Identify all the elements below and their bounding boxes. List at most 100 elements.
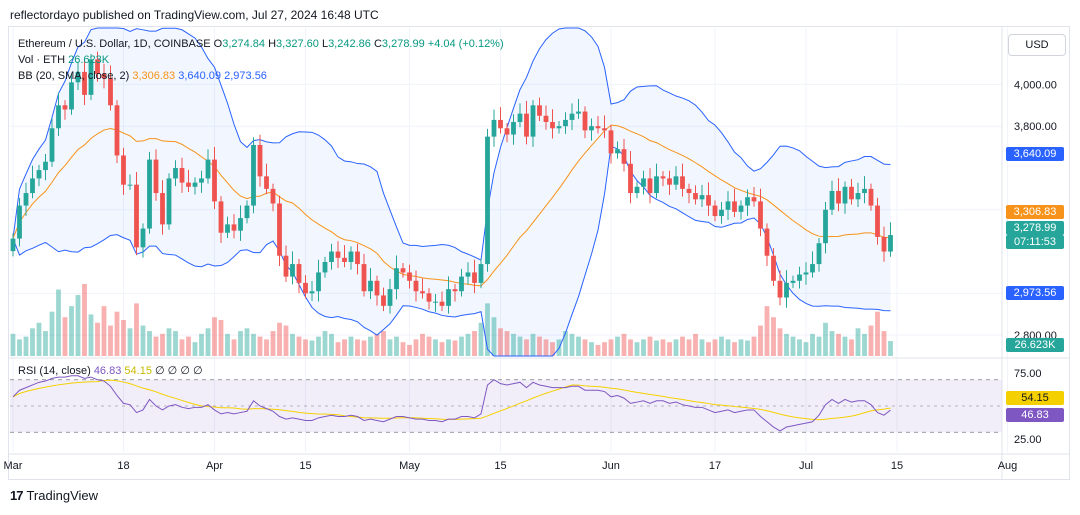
candle bbox=[121, 155, 126, 185]
candle bbox=[225, 224, 230, 233]
volume-bar bbox=[647, 336, 653, 356]
legend-bb-label: BB (20, SMA, close, 2) bbox=[18, 70, 130, 82]
volume-bar bbox=[842, 336, 848, 356]
tag-countdown: 07:11:53 bbox=[1006, 235, 1064, 249]
x-tick-label: Apr bbox=[206, 460, 223, 472]
candle bbox=[498, 119, 503, 129]
candle bbox=[264, 176, 269, 189]
candle bbox=[192, 182, 198, 187]
volume-bar bbox=[199, 333, 204, 356]
volume-bar bbox=[153, 336, 159, 356]
legend-rsi-extra-4: ∅ bbox=[192, 365, 203, 377]
volume-bar bbox=[478, 322, 484, 356]
volume-bar bbox=[186, 336, 191, 356]
tradingview-logo-icon: 17 bbox=[10, 488, 24, 503]
volume-bar bbox=[75, 295, 81, 356]
candle bbox=[387, 289, 393, 306]
candle bbox=[855, 193, 861, 200]
x-tick-label: 15 bbox=[299, 460, 311, 472]
volume-bar bbox=[433, 339, 438, 356]
volume-bar bbox=[218, 320, 224, 356]
candle bbox=[218, 201, 224, 233]
candle bbox=[127, 184, 133, 186]
candle bbox=[511, 122, 516, 135]
volume-bar bbox=[361, 340, 367, 356]
candle bbox=[407, 272, 412, 281]
volume-bar bbox=[160, 333, 165, 356]
volume-bar bbox=[426, 336, 432, 356]
volume-bar bbox=[862, 333, 867, 356]
volume-bar bbox=[634, 342, 640, 356]
candle bbox=[134, 184, 139, 248]
candle bbox=[849, 186, 854, 200]
legend-vol-label: Vol · ETH bbox=[18, 54, 66, 66]
legend-vol: 26.623K bbox=[68, 54, 110, 66]
y-tick-label: 3,800.00 bbox=[1014, 121, 1057, 133]
candle bbox=[186, 182, 191, 187]
candle bbox=[361, 264, 367, 292]
candle bbox=[335, 251, 341, 258]
volume-bar bbox=[140, 325, 146, 356]
volume-bar bbox=[329, 333, 334, 356]
candle bbox=[673, 176, 679, 185]
candle bbox=[400, 268, 406, 273]
volume-bar bbox=[615, 336, 620, 356]
candle bbox=[166, 178, 172, 225]
candle bbox=[524, 113, 529, 137]
x-tick-label: Aug bbox=[998, 460, 1018, 472]
candle bbox=[101, 73, 107, 79]
currency-button[interactable]: USD bbox=[1008, 34, 1066, 56]
volume-bar bbox=[69, 306, 74, 356]
volume-bar bbox=[257, 336, 263, 356]
volume-bar bbox=[62, 317, 68, 356]
candle bbox=[797, 274, 802, 281]
volume-bar bbox=[855, 328, 861, 356]
candle bbox=[179, 167, 185, 183]
candle bbox=[348, 251, 354, 262]
legend-rsi-extra-3: ∅ bbox=[180, 365, 190, 377]
volume-bar bbox=[114, 311, 120, 356]
candle bbox=[647, 178, 653, 194]
candle bbox=[69, 82, 74, 110]
candle bbox=[277, 203, 282, 256]
volume-bar bbox=[270, 331, 276, 356]
candle bbox=[504, 128, 510, 135]
volume-bar bbox=[576, 336, 581, 356]
candle bbox=[257, 144, 263, 177]
candle bbox=[472, 272, 477, 283]
volume-bar bbox=[387, 339, 393, 356]
candle bbox=[595, 126, 601, 129]
volume-bar bbox=[537, 336, 542, 356]
volume-bar bbox=[368, 336, 373, 356]
legend-bb-mid: 3,306.83 bbox=[132, 70, 176, 82]
legend-bb: BB (20, SMA, close, 2) 3,306.83 3,640.09… bbox=[18, 70, 267, 82]
candle bbox=[433, 301, 438, 303]
volume-bar bbox=[420, 333, 425, 356]
volume-bar bbox=[231, 339, 237, 356]
volume-bar bbox=[446, 339, 451, 356]
tag-rsi-ma: 54.15 bbox=[1006, 391, 1064, 405]
volume-bar bbox=[134, 303, 139, 356]
candle bbox=[283, 255, 289, 277]
volume-bar bbox=[413, 339, 419, 356]
volume-bar bbox=[43, 331, 48, 356]
candle bbox=[82, 71, 87, 95]
legend-close-label: C bbox=[373, 38, 382, 50]
candle bbox=[829, 190, 835, 210]
rsi-axis: 75.00 25.00 bbox=[1014, 368, 1042, 446]
volume-bar bbox=[342, 339, 347, 356]
volume-bar bbox=[400, 342, 406, 356]
tradingview-footer[interactable]: 17 TradingView bbox=[10, 488, 98, 503]
chart-frame bbox=[8, 26, 1070, 480]
volume-bar bbox=[465, 333, 471, 356]
candle bbox=[420, 291, 425, 294]
volume-bar bbox=[563, 331, 568, 356]
legend-bb-lower: 2,973.56 bbox=[224, 70, 267, 82]
legend-rsi: RSI (14, close) 46.83 54.15 ∅ ∅ ∅ ∅ bbox=[18, 364, 203, 377]
candle bbox=[660, 176, 666, 179]
volume-bar bbox=[706, 342, 711, 356]
volume-bar bbox=[888, 341, 893, 356]
tag-last-price: 3,278.99 bbox=[1006, 221, 1064, 235]
